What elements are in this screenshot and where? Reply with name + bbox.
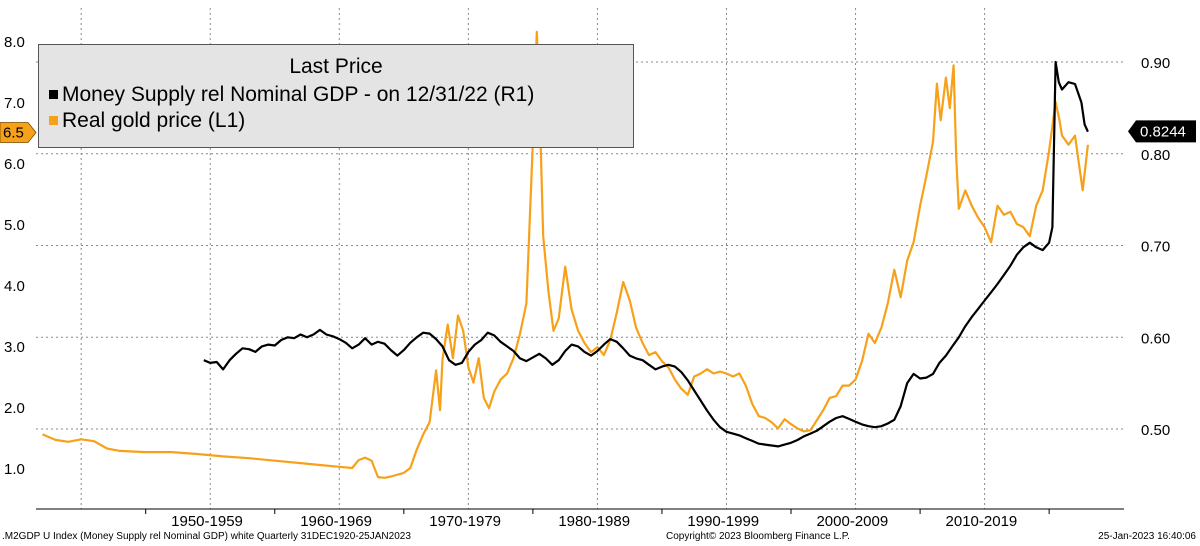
footer-copyright: Copyright© 2023 Bloomberg Finance L.P. — [666, 531, 850, 542]
legend-title: Last Price — [289, 55, 383, 78]
left-last-value-badge — [0, 122, 37, 143]
legend: Last Price Money Supply rel Nominal GDP … — [38, 44, 634, 148]
x-tick-label: 1950-1959 — [171, 513, 243, 530]
legend-entry-money-supply: Money Supply rel Nominal GDP - on 12/31/… — [49, 83, 534, 107]
x-tick-label: 1960-1969 — [300, 513, 372, 530]
x-tick-label: 1970-1979 — [429, 513, 501, 530]
grid-layer — [36, 8, 1124, 510]
left-tick-label: 2.0 — [4, 400, 25, 417]
right-last-value-text: 0.8244 — [1140, 123, 1186, 140]
series-line-real-gold-price — [42, 30, 1089, 479]
right-tick-label: 0.60 — [1141, 330, 1170, 347]
right-last-value-badge — [1128, 120, 1196, 143]
legend-swatch-orange — [49, 116, 58, 125]
x-tick-label: 1990-1999 — [687, 513, 759, 530]
left-tick-label: 1.0 — [4, 461, 25, 478]
footer-source: .M2GDP U Index (Money Supply rel Nominal… — [2, 531, 411, 542]
right-tick-label: 0.90 — [1141, 55, 1170, 72]
x-tick-label: 2010-2019 — [946, 513, 1018, 530]
x-axis: 1950-1959 1960-1969 1970-1979 1980-1989 1990… — [145, 509, 1050, 530]
last-value-badges: 6.5 0.8244 — [0, 120, 1196, 143]
legend-label-gold: Real gold price (L1) — [62, 109, 246, 132]
right-axis: 0.50 0.60 0.70 0.80 0.90 — [1141, 55, 1170, 439]
left-tick-label: 3.0 — [4, 339, 25, 356]
right-tick-label: 0.70 — [1141, 239, 1170, 256]
x-tick-label: 1980-1989 — [558, 513, 630, 530]
left-tick-label: 7.0 — [4, 95, 25, 112]
left-tick-label: 8.0 — [4, 34, 25, 51]
left-tick-label: 6.0 — [4, 156, 25, 173]
x-tick-label: 2000-2009 — [816, 513, 888, 530]
right-tick-label: 0.80 — [1141, 147, 1170, 164]
footer-timestamp: 25-Jan-2023 16:40:06 — [1098, 531, 1196, 542]
left-axis: 1.0 2.0 3.0 4.0 5.0 6.0 7.0 8.0 — [4, 34, 25, 478]
series-line-money-supply — [203, 60, 1089, 448]
legend-entry-gold: Real gold price (L1) — [49, 109, 245, 133]
left-tick-label: 4.0 — [4, 278, 25, 295]
right-tick-label: 0.50 — [1141, 422, 1170, 439]
legend-swatch-black — [49, 90, 58, 99]
series-layer — [42, 30, 1089, 479]
left-tick-label: 5.0 — [4, 217, 25, 234]
left-last-value-text: 6.5 — [3, 125, 24, 142]
legend-label-money-supply: Money Supply rel Nominal GDP - on 12/31/… — [62, 83, 535, 106]
